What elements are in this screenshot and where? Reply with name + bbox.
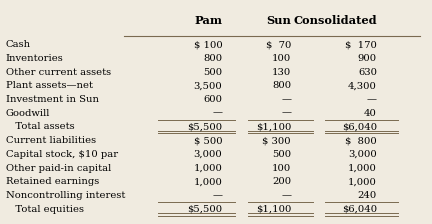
- Text: $ 300: $ 300: [263, 136, 291, 145]
- Text: 1,000: 1,000: [348, 177, 377, 186]
- Text: —: —: [213, 191, 222, 200]
- Text: Plant assets—net: Plant assets—net: [6, 81, 93, 90]
- Text: Noncontrolling interest: Noncontrolling interest: [6, 191, 125, 200]
- Text: 900: 900: [358, 54, 377, 63]
- Text: Total equities: Total equities: [6, 205, 84, 214]
- Text: $  800: $ 800: [345, 136, 377, 145]
- Text: 1,000: 1,000: [194, 177, 222, 186]
- Text: 1,000: 1,000: [348, 164, 377, 172]
- Text: Other current assets: Other current assets: [6, 67, 111, 77]
- Text: 630: 630: [358, 67, 377, 77]
- Text: $1,100: $1,100: [256, 205, 291, 214]
- Text: 1,000: 1,000: [194, 164, 222, 172]
- Text: $  70: $ 70: [266, 40, 291, 49]
- Text: Other paid-in capital: Other paid-in capital: [6, 164, 111, 172]
- Text: 40: 40: [364, 109, 377, 118]
- Text: 240: 240: [358, 191, 377, 200]
- Text: —: —: [213, 109, 222, 118]
- Text: 100: 100: [272, 54, 291, 63]
- Text: Capital stock, $10 par: Capital stock, $10 par: [6, 150, 118, 159]
- Text: $6,040: $6,040: [342, 205, 377, 214]
- Text: $6,040: $6,040: [342, 122, 377, 131]
- Text: Current liabilities: Current liabilities: [6, 136, 96, 145]
- Text: Inventories: Inventories: [6, 54, 64, 63]
- Text: 500: 500: [203, 67, 222, 77]
- Text: 800: 800: [272, 81, 291, 90]
- Text: —: —: [367, 95, 377, 104]
- Text: $ 100: $ 100: [194, 40, 222, 49]
- Text: Consolidated: Consolidated: [293, 15, 377, 26]
- Text: $ 500: $ 500: [194, 136, 222, 145]
- Text: 3,000: 3,000: [194, 150, 222, 159]
- Text: 500: 500: [272, 150, 291, 159]
- Text: $  170: $ 170: [345, 40, 377, 49]
- Text: 100: 100: [272, 164, 291, 172]
- Text: 4,300: 4,300: [348, 81, 377, 90]
- Text: $5,500: $5,500: [187, 205, 222, 214]
- Text: 130: 130: [272, 67, 291, 77]
- Text: —: —: [281, 191, 291, 200]
- Text: 3,000: 3,000: [348, 150, 377, 159]
- Text: —: —: [281, 109, 291, 118]
- Text: —: —: [281, 95, 291, 104]
- Text: Goodwill: Goodwill: [6, 109, 50, 118]
- Text: Sun: Sun: [266, 15, 291, 26]
- Text: $1,100: $1,100: [256, 122, 291, 131]
- Text: 3,500: 3,500: [194, 81, 222, 90]
- Text: Retained earnings: Retained earnings: [6, 177, 99, 186]
- Text: Total assets: Total assets: [6, 122, 74, 131]
- Text: $5,500: $5,500: [187, 122, 222, 131]
- Text: Cash: Cash: [6, 40, 31, 49]
- Text: 800: 800: [203, 54, 222, 63]
- Text: 200: 200: [272, 177, 291, 186]
- Text: Pam: Pam: [194, 15, 222, 26]
- Text: 600: 600: [203, 95, 222, 104]
- Text: Investment in Sun: Investment in Sun: [6, 95, 98, 104]
